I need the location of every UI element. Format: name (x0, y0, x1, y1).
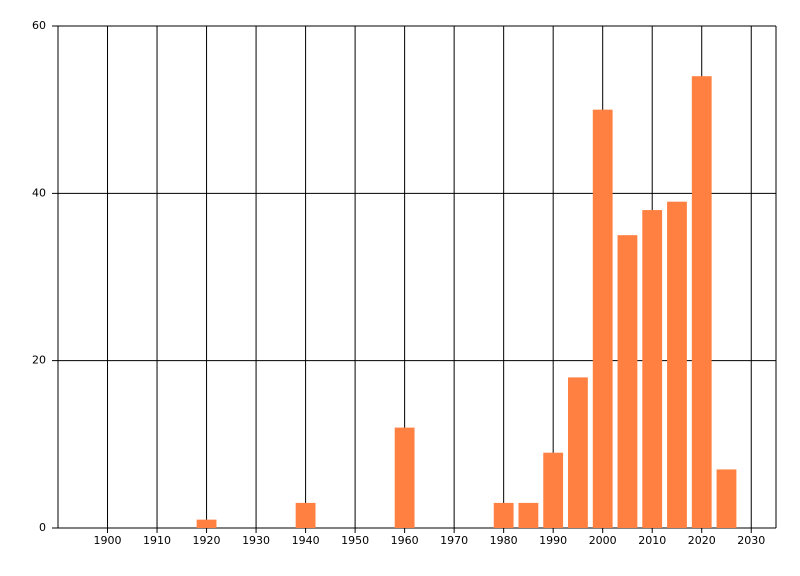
bar (543, 452, 564, 528)
bar (568, 377, 588, 528)
x-tick-label: 2020 (688, 534, 716, 547)
bar (617, 235, 638, 528)
x-tick-label: 2010 (638, 534, 666, 547)
bar (642, 210, 663, 529)
x-tick-label: 1930 (242, 534, 270, 547)
bar (518, 502, 539, 528)
x-tick-label: 1980 (490, 534, 518, 547)
bar (394, 427, 415, 528)
bar (691, 76, 712, 528)
y-tick-label: 40 (32, 186, 46, 199)
x-tick-label: 1960 (391, 534, 419, 547)
x-tick-label: 1970 (440, 534, 468, 547)
x-tick-label: 1900 (94, 534, 122, 547)
bar (716, 469, 737, 528)
x-tick-label: 1990 (539, 534, 567, 547)
bar (667, 201, 687, 528)
bar (493, 502, 514, 528)
x-tick-label: 1940 (292, 534, 320, 547)
bar (196, 519, 217, 528)
bar (592, 109, 613, 529)
x-tick-label: 2030 (737, 534, 765, 547)
y-tick-label: 60 (32, 19, 46, 32)
y-tick-label: 0 (39, 521, 46, 534)
x-tick-label: 1950 (341, 534, 369, 547)
bar (295, 502, 316, 528)
y-tick-label: 20 (32, 354, 46, 367)
x-tick-label: 1910 (143, 534, 171, 547)
x-tick-label: 1920 (193, 534, 221, 547)
x-tick-label: 2000 (589, 534, 617, 547)
